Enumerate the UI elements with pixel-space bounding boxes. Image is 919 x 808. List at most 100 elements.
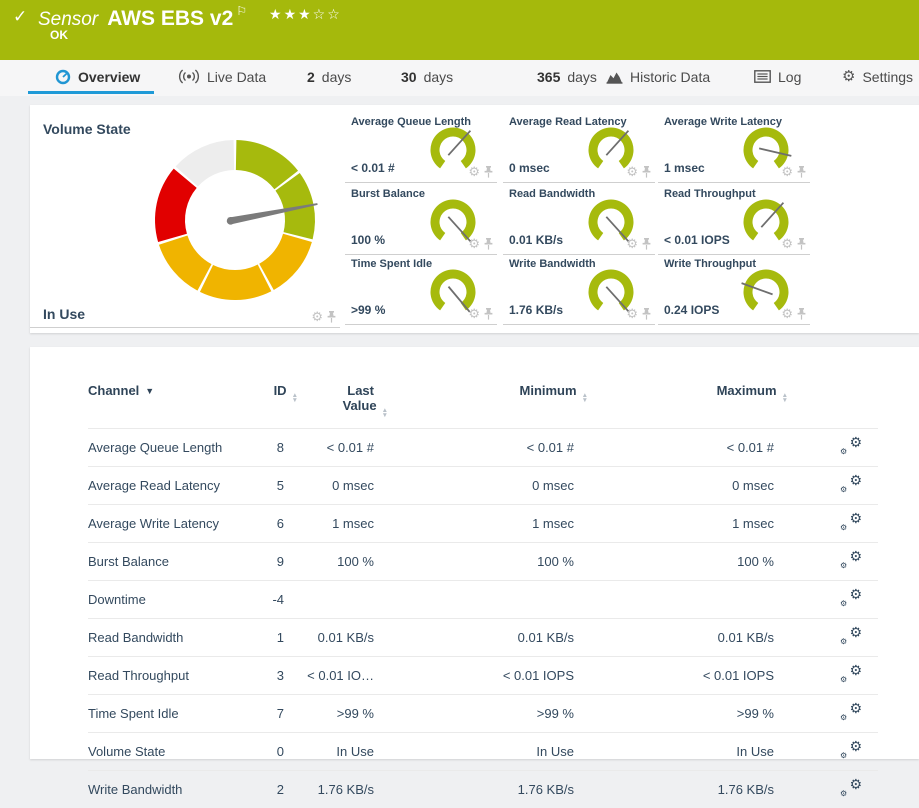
channels-table-panel: Channel▼ ID▲▼ Last Value▲▼ Minimum▲▼ Max… [30, 347, 919, 759]
col-header-channel[interactable]: Channel▼ [88, 383, 240, 429]
table-row[interactable]: Time Spent Idle 7 >99 % >99 % >99 % ⚙⚙ [88, 695, 878, 733]
gear-icon[interactable]: ⚙ [626, 307, 638, 320]
tab-settings[interactable]: ⚙ Settings [842, 60, 913, 93]
col-header-id[interactable]: ID▲▼ [240, 383, 298, 429]
table-row[interactable]: Downtime -4 ⚙⚙ [88, 581, 878, 619]
table-row[interactable]: Average Write Latency 6 1 msec 1 msec 1 … [88, 505, 878, 543]
mini-gauge-value: < 0.01 IOPS [664, 233, 730, 247]
tab-365-days[interactable]: 365 days [537, 60, 597, 93]
channel-maximum: 0 msec [588, 467, 788, 505]
gear-icon[interactable]: ⚙ [468, 237, 480, 250]
channel-minimum: 1.76 KB/s [388, 771, 588, 808]
tab-2-days[interactable]: 2 days [307, 60, 351, 93]
channel-name[interactable]: Average Read Latency [88, 467, 240, 505]
table-row[interactable]: Read Throughput 3 < 0.01 IO… < 0.01 IOPS… [88, 657, 878, 695]
mini-gauge-cell: Read Bandwidth 0.01 KB/s ⚙ [503, 183, 655, 255]
mini-gauge-cell: Burst Balance 100 % ⚙ [345, 183, 497, 255]
channel-name[interactable]: Average Write Latency [88, 505, 240, 543]
channel-settings-icon[interactable]: ⚙⚙ [840, 628, 862, 644]
priority-flag-icon[interactable]: ⚐ [236, 4, 247, 18]
channel-name[interactable]: Downtime [88, 581, 240, 619]
channel-id: 0 [240, 733, 298, 771]
tab-label: Log [778, 69, 801, 85]
pin-icon[interactable] [796, 307, 807, 320]
channel-minimum: < 0.01 # [388, 429, 588, 467]
channel-name[interactable]: Read Throughput [88, 657, 240, 695]
live-data-icon [178, 69, 200, 84]
tab-log[interactable]: Log [754, 60, 801, 93]
pin-icon[interactable] [483, 165, 494, 178]
pin-icon[interactable] [483, 237, 494, 250]
mini-gauge-cell: Write Bandwidth 1.76 KB/s ⚙ [503, 253, 655, 325]
col-header-last-value[interactable]: Last Value▲▼ [298, 383, 388, 429]
channel-settings-icon[interactable]: ⚙⚙ [840, 438, 862, 454]
primary-gauge-value: In Use [43, 306, 85, 322]
mini-gauge-value: >99 % [351, 303, 385, 317]
table-row[interactable]: Volume State 0 In Use In Use In Use ⚙⚙ [88, 733, 878, 771]
col-header-maximum[interactable]: Maximum▲▼ [588, 383, 788, 429]
channel-name[interactable]: Burst Balance [88, 543, 240, 581]
log-icon [754, 70, 771, 83]
sort-icon: ▲▼ [782, 393, 788, 403]
pin-icon[interactable] [641, 237, 652, 250]
primary-gauge-title: Volume State [43, 121, 131, 137]
table-row[interactable]: Write Bandwidth 2 1.76 KB/s 1.76 KB/s 1.… [88, 771, 878, 808]
gear-icon[interactable]: ⚙ [311, 310, 323, 323]
gear-icon[interactable]: ⚙ [626, 237, 638, 250]
priority-stars-rating[interactable]: ★★★☆☆ [269, 6, 342, 22]
channel-name[interactable]: Read Bandwidth [88, 619, 240, 657]
channel-minimum [388, 581, 588, 619]
channel-name[interactable]: Volume State [88, 733, 240, 771]
pin-icon[interactable] [796, 237, 807, 250]
channel-last-value: 1.76 KB/s [298, 771, 388, 808]
mini-gauge-label: Average Write Latency [664, 116, 782, 128]
channel-settings-icon[interactable]: ⚙⚙ [840, 552, 862, 568]
table-row[interactable]: Read Bandwidth 1 0.01 KB/s 0.01 KB/s 0.0… [88, 619, 878, 657]
channel-id: 1 [240, 619, 298, 657]
gear-icon[interactable]: ⚙ [781, 165, 793, 178]
sensor-title: AWS EBS v2 [107, 7, 233, 30]
status-badge: OK [50, 28, 68, 42]
channel-settings-icon[interactable]: ⚙⚙ [840, 590, 862, 606]
pin-icon[interactable] [641, 165, 652, 178]
sort-icon: ▲▼ [292, 393, 298, 403]
table-row[interactable]: Average Queue Length 8 < 0.01 # < 0.01 #… [88, 429, 878, 467]
gear-icon[interactable]: ⚙ [468, 307, 480, 320]
pin-icon[interactable] [326, 310, 337, 323]
channel-maximum: In Use [588, 733, 788, 771]
channel-name[interactable]: Write Bandwidth [88, 771, 240, 808]
channel-minimum: < 0.01 IOPS [388, 657, 588, 695]
channel-settings-icon[interactable]: ⚙⚙ [840, 704, 862, 720]
pin-icon[interactable] [641, 307, 652, 320]
active-tab-underline [28, 91, 154, 94]
channel-id: 2 [240, 771, 298, 808]
channel-settings-icon[interactable]: ⚙⚙ [840, 742, 862, 758]
channel-id: 9 [240, 543, 298, 581]
channel-id: 6 [240, 505, 298, 543]
tab-label: Live Data [207, 69, 266, 85]
table-row[interactable]: Burst Balance 9 100 % 100 % 100 % ⚙⚙ [88, 543, 878, 581]
col-header-minimum[interactable]: Minimum▲▼ [388, 383, 588, 429]
gear-icon[interactable]: ⚙ [781, 237, 793, 250]
tab-30-days[interactable]: 30 days [401, 60, 453, 93]
gear-icon[interactable]: ⚙ [781, 307, 793, 320]
pin-icon[interactable] [796, 165, 807, 178]
tab-live-data[interactable]: Live Data [178, 60, 266, 93]
mini-gauge-value: < 0.01 # [351, 161, 395, 175]
channel-name[interactable]: Average Queue Length [88, 429, 240, 467]
channel-settings-icon[interactable]: ⚙⚙ [840, 780, 862, 796]
tab-overview[interactable]: Overview [55, 60, 140, 93]
tab-historic-data[interactable]: Historic Data [606, 60, 710, 93]
channel-settings-icon[interactable]: ⚙⚙ [840, 514, 862, 530]
pin-icon[interactable] [483, 307, 494, 320]
channel-settings-icon[interactable]: ⚙⚙ [840, 666, 862, 682]
gear-icon[interactable]: ⚙ [626, 165, 638, 178]
gear-icon[interactable]: ⚙ [468, 165, 480, 178]
channel-settings-icon[interactable]: ⚙⚙ [840, 476, 862, 492]
channel-name[interactable]: Time Spent Idle [88, 695, 240, 733]
channel-minimum: 0 msec [388, 467, 588, 505]
channel-last-value: In Use [298, 733, 388, 771]
table-row[interactable]: Average Read Latency 5 0 msec 0 msec 0 m… [88, 467, 878, 505]
channel-maximum: < 0.01 # [588, 429, 788, 467]
